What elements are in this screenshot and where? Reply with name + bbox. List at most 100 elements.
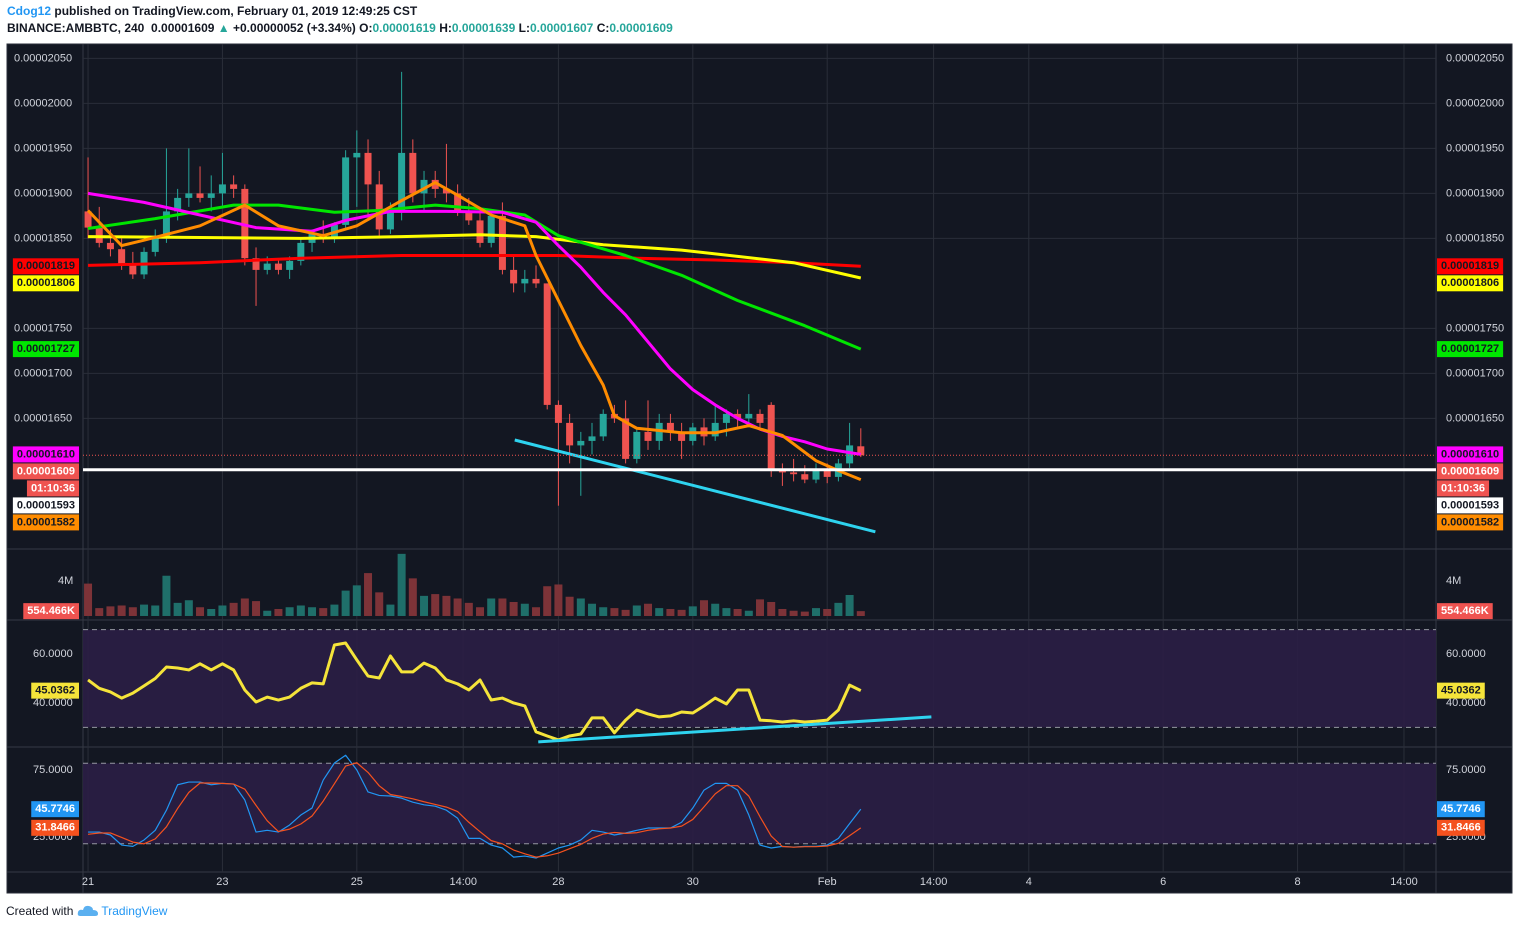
volume-bar — [106, 606, 115, 616]
trend-line — [514, 438, 876, 534]
candle-body — [633, 431, 641, 459]
candle-body — [812, 470, 820, 480]
volume-bar — [252, 601, 261, 616]
price-label-box — [31, 801, 79, 818]
price-label-box — [12, 463, 79, 480]
y-tick-label: 60.0000 — [33, 648, 73, 660]
y-tick-label: 0.00001750 — [1446, 322, 1504, 334]
candle-body — [543, 283, 551, 405]
candle-body — [790, 472, 798, 475]
logo — [78, 905, 99, 916]
candle-body — [386, 211, 394, 230]
candle-body — [106, 242, 114, 250]
price-label: 01:10:36 — [26, 480, 79, 497]
candle-body — [353, 152, 361, 158]
price-label-text: 31.8466 — [1441, 822, 1481, 834]
price-label-text: 0.00001727 — [1441, 343, 1499, 355]
volume-bar — [711, 603, 720, 616]
candle-body — [521, 278, 529, 284]
x-tick-label: Feb — [818, 876, 837, 888]
candle-body — [599, 413, 607, 437]
x-tick-label: 23 — [216, 876, 228, 888]
price-label: 31.8466 — [1437, 819, 1485, 836]
volume-bar — [632, 605, 641, 616]
volume-bar — [240, 598, 249, 616]
brand[interactable]: TradingView — [101, 904, 168, 918]
price-label-text: 0.00001582 — [17, 516, 75, 528]
y-tick-label: 0.00001700 — [1446, 367, 1504, 379]
candle-body — [454, 193, 462, 212]
y-tick-label: 40.0000 — [33, 697, 73, 709]
price-label-box — [1437, 463, 1504, 480]
volume-bar — [386, 604, 395, 616]
price-label-box — [12, 275, 79, 292]
price-label-text: 0.00001610 — [1441, 448, 1499, 460]
volume-bar — [677, 609, 686, 616]
series-line — [87, 762, 862, 858]
price-label: 45.7746 — [31, 801, 79, 818]
price-label-text: 31.8466 — [35, 822, 75, 834]
candle-body — [297, 242, 305, 261]
volume-bar — [856, 611, 865, 616]
volume-bar — [509, 601, 518, 616]
price-label-text: 45.0362 — [1441, 685, 1481, 697]
volume-bar — [285, 607, 294, 616]
price-label: 0.00001819 — [1437, 258, 1504, 275]
candle-body — [487, 215, 495, 243]
volume-bar — [84, 583, 93, 616]
price-label-text: 0.00001819 — [1441, 260, 1499, 272]
y-tick-label: 0.00002000 — [1446, 97, 1504, 109]
candle-body — [622, 418, 630, 459]
y-tick-label: 0.00001900 — [14, 187, 72, 199]
candle-body — [196, 193, 204, 198]
price-label-text: 0.00001609 — [1441, 465, 1499, 477]
y-tick-label: 75.0000 — [33, 764, 73, 776]
volume-bar — [487, 598, 496, 616]
arrow: ▲ — [217, 21, 230, 35]
price-label: 0.00001582 — [1437, 514, 1504, 531]
price-label: 554.466K — [23, 603, 79, 620]
volume-bar — [812, 608, 821, 616]
candle-body — [274, 263, 282, 270]
volume-bar — [688, 606, 697, 616]
volume-bar — [128, 607, 137, 616]
volume-bar — [117, 605, 126, 616]
price-label-box — [1437, 682, 1485, 699]
candle-body — [185, 193, 193, 198]
price-label-box — [1437, 258, 1504, 275]
candle-body — [207, 193, 215, 198]
price-label: 0.00001610 — [12, 446, 79, 463]
y-tick-label: 0.00001850 — [14, 232, 72, 244]
price-label-box — [12, 341, 79, 358]
ohlc-key: L: — [518, 21, 530, 35]
volume-bar — [543, 586, 552, 616]
author[interactable]: Cdog12 — [7, 4, 52, 18]
price-label-box — [1437, 514, 1504, 531]
x-tick-label: 14:00 — [920, 876, 948, 888]
volume-bar — [722, 608, 731, 616]
candle-body — [767, 404, 775, 470]
volume-bar — [554, 584, 563, 616]
price-label-text: 45.0362 — [35, 685, 75, 697]
price-label-box — [1437, 446, 1504, 463]
price-label: 0.00001610 — [1437, 446, 1504, 463]
price-label-box — [1437, 341, 1504, 358]
volume-bar — [778, 608, 787, 616]
price-label: 0.00001593 — [12, 497, 79, 514]
volume-bar — [576, 598, 585, 616]
candle-body — [801, 474, 809, 480]
price-label: 31.8466 — [31, 819, 79, 836]
price-label-box — [1437, 819, 1485, 836]
price-label-box — [1437, 275, 1504, 292]
price-label: 45.0362 — [31, 682, 79, 699]
volume-bar — [431, 594, 440, 616]
volume-bar — [397, 553, 406, 616]
price-label-box — [12, 514, 79, 531]
price-label-text: 01:10:36 — [31, 482, 75, 494]
series-line — [86, 181, 862, 481]
candle-body — [857, 446, 865, 456]
volume-bar — [207, 608, 216, 616]
series-line — [88, 233, 862, 280]
y-tick-label: 0.00001950 — [14, 142, 72, 154]
